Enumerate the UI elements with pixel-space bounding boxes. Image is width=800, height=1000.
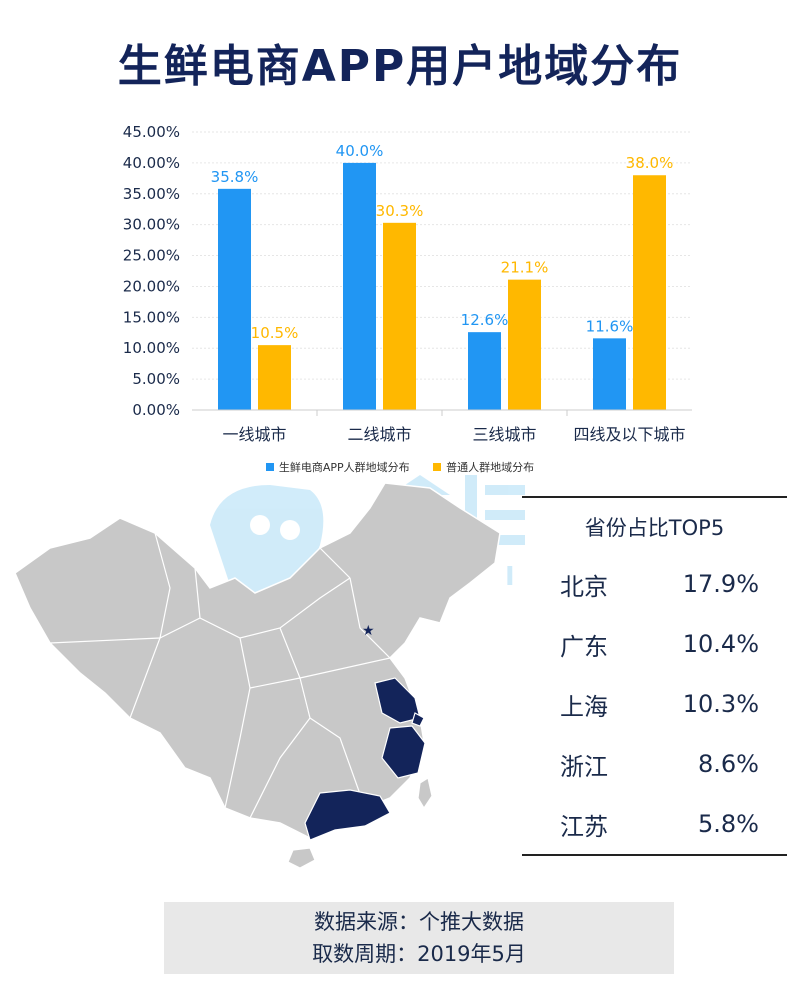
map-region-taiwan [417, 777, 433, 810]
data-source-line: 数据来源：个推大数据 [314, 910, 524, 934]
data-label: 11.6% [586, 317, 634, 335]
province-value: 5.8% [698, 810, 759, 838]
bar-chart: 0.00% 5.00% 10.00% 15.00% 20.00% 25.00% 30.00%… [123, 123, 692, 444]
y-axis: 0.00% 5.00% 10.00% 15.00% 20.00% 25.00% 30.00%… [123, 123, 180, 419]
data-label: 40.0% [336, 142, 384, 160]
bar [343, 162, 376, 410]
bar [383, 222, 416, 410]
x-tick-label: 二线城市 [347, 425, 411, 444]
data-label: 12.6% [461, 311, 509, 329]
province-name: 江苏 [560, 812, 608, 841]
table-top-rule [522, 496, 787, 498]
province-name: 北京 [560, 572, 608, 601]
y-tick-label: 45.00% [123, 123, 180, 141]
legend-item-general: 普通人群地域分布 [433, 459, 534, 475]
x-axis: 一线城市 二线城市 三线城市 四线及以下城市 [192, 409, 692, 444]
map-region-guangdong [304, 789, 391, 841]
beijing-star-icon: ★ [362, 623, 375, 639]
y-tick-label: 15.00% [123, 308, 180, 326]
bar [508, 279, 541, 410]
page-title: 生鲜电商APP用户地域分布 [117, 41, 683, 92]
province-value: 10.4% [682, 630, 759, 658]
bar [633, 175, 666, 410]
data-source-box: 数据来源：个推大数据 取数周期：2019年5月 [164, 902, 674, 974]
y-tick-label: 5.00% [132, 370, 180, 388]
table-bottom-rule [522, 854, 787, 856]
x-tick-label: 四线及以下城市 [573, 425, 685, 444]
map-region-shanghai [411, 712, 425, 727]
y-tick-label: 25.00% [123, 247, 180, 265]
data-label: 35.8% [211, 168, 259, 186]
province-value: 10.3% [682, 690, 759, 718]
y-tick-label: 30.00% [123, 216, 180, 234]
table-row: 江苏 5.8% [522, 794, 787, 854]
chart-bars: 35.8% 10.5% 40.0% 30.3% 12.6% 21.1% 11.6% 38.0% [211, 142, 674, 410]
chart-legend: 生鲜电商APP人群地域分布 普通人群地域分布 [0, 459, 800, 475]
data-label: 21.1% [501, 259, 549, 277]
legend-item-app: 生鲜电商APP人群地域分布 [265, 459, 410, 475]
table-row: 上海 10.3% [522, 674, 787, 734]
data-label: 30.3% [376, 202, 424, 220]
china-map: ★ [14, 482, 501, 869]
data-label: 10.5% [251, 324, 299, 342]
map-region-hainan [287, 847, 316, 869]
table-row: 北京 17.9% [522, 554, 787, 614]
province-name: 上海 [560, 692, 608, 721]
province-name: 浙江 [560, 752, 608, 781]
bar [218, 188, 251, 410]
data-label: 38.0% [626, 154, 674, 172]
x-tick-label: 三线城市 [472, 425, 536, 444]
bar [258, 345, 291, 410]
y-tick-label: 20.00% [123, 277, 180, 295]
legend-swatch-app [265, 463, 274, 471]
legend-swatch-general [433, 463, 442, 471]
table-heading: 省份占比TOP5 [584, 516, 725, 540]
x-tick-label: 一线城市 [222, 425, 286, 444]
y-tick-label: 10.00% [123, 339, 180, 357]
bar [593, 338, 626, 410]
province-top5-table: 省份占比TOP5 北京 17.9% 广东 10.4% 上海 10.3% 浙江 8.6% … [522, 496, 787, 856]
province-value: 17.9% [682, 570, 759, 598]
province-name: 广东 [560, 632, 608, 661]
legend-label-general: 普通人群地域分布 [446, 461, 535, 474]
legend-label-app: 生鲜电商APP人群地域分布 [278, 461, 410, 474]
data-period-line: 取数周期：2019年5月 [312, 942, 526, 966]
y-tick-label: 40.00% [123, 154, 180, 172]
province-value: 8.6% [698, 750, 759, 778]
map-region-zhejiang [381, 725, 426, 779]
table-row: 浙江 8.6% [522, 734, 787, 794]
y-tick-label: 0.00% [132, 401, 180, 419]
bar [468, 332, 501, 410]
map-region-mainland [14, 482, 501, 839]
y-tick-label: 35.00% [123, 185, 180, 203]
table-row: 广东 10.4% [522, 614, 787, 674]
